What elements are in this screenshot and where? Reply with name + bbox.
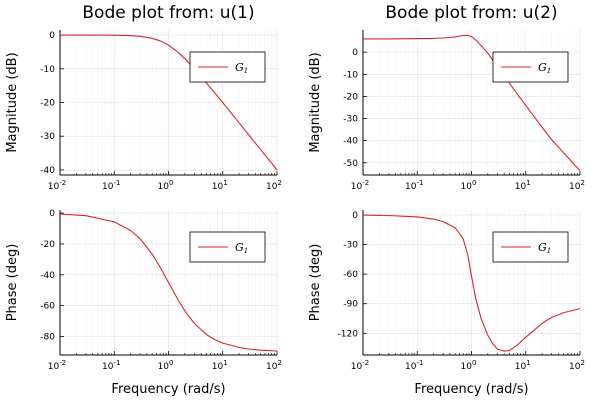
y-tick-label: -60: [343, 270, 358, 280]
y-tick-label: -20: [40, 240, 55, 250]
chart-title: Bode plot from: u(2): [385, 3, 557, 23]
x-tick-label: 10-2: [48, 179, 66, 192]
y-tick-label: -90: [343, 300, 358, 310]
x-tick-label: 100: [158, 359, 174, 372]
x-tick-label: 101: [515, 179, 531, 192]
x-tick-label: 102: [266, 179, 282, 192]
x-tick-label: 102: [569, 179, 585, 192]
x-tick-label: 10-1: [102, 179, 120, 192]
y-tick-label: -80: [40, 332, 55, 342]
y-tick-label: -40: [40, 166, 55, 176]
chart-title: Bode plot from: u(1): [82, 3, 254, 23]
legend-label: G1: [235, 241, 248, 255]
panel-1: 10-2 10-1 100 101 102 0 -10 -20 -30 -40 Bode plot …: [5, 3, 282, 192]
y-tick-label: -50: [343, 159, 358, 169]
y-tick-label: -20: [40, 99, 55, 109]
x-tick-label: 10-2: [351, 359, 369, 372]
x-tick-label: 102: [266, 359, 282, 372]
y-axis-label: Phase (deg): [308, 244, 323, 322]
x-tick-label: 10-1: [405, 359, 423, 372]
panel-2: 10-2 10-1 100 101 102 0 -10 -20 -30 -40 -50 Bode pl…: [308, 3, 585, 192]
y-tick-label: 0: [49, 31, 55, 41]
y-tick-label: -40: [40, 271, 55, 281]
y-tick-label: 0: [352, 211, 358, 221]
y-axis-label: Magnitude (dB): [308, 52, 323, 152]
y-tick-label: -20: [343, 92, 358, 102]
y-tick-label: -30: [343, 115, 358, 125]
y-axis-label: Magnitude (dB): [5, 52, 20, 152]
y-tick-label: -10: [40, 65, 55, 75]
series-line-G1: [363, 34, 581, 171]
x-tick-label: 101: [212, 179, 228, 192]
panel-3: 10-2 10-1 100 101 102 0 -20 -40 -60 -80 Phase (deg…: [5, 209, 282, 397]
x-axis-label: Frequency (rad/s): [414, 382, 528, 397]
panel-4: 10-2 10-1 100 101 102 0 -30 -60 -90 -120 Phase (de…: [308, 210, 585, 397]
y-tick-label: -30: [40, 132, 55, 142]
y-tick-label: -60: [40, 302, 55, 312]
y-tick-label: 0: [49, 209, 55, 219]
x-tick-label: 10-1: [405, 179, 423, 192]
y-tick-label: -30: [343, 241, 358, 251]
series-line-G1: [59, 213, 278, 352]
x-axis-label: Frequency (rad/s): [111, 382, 225, 397]
y-tick-label: 0: [352, 48, 358, 58]
legend: G1: [189, 231, 266, 263]
x-tick-label: 10-2: [48, 359, 66, 372]
x-tick-label: 102: [569, 359, 585, 372]
legend-label: G1: [538, 241, 551, 255]
legend-label: G1: [235, 61, 248, 75]
x-tick-label: 101: [212, 359, 228, 372]
x-tick-label: 10-1: [102, 359, 120, 372]
legend: G1: [492, 231, 569, 263]
y-tick-label: -40: [343, 137, 358, 147]
series-line-G1: [60, 34, 278, 171]
y-axis-label: Phase (deg): [5, 244, 20, 322]
x-tick-label: 10-2: [351, 179, 369, 192]
legend-label: G1: [538, 61, 551, 75]
x-tick-label: 100: [461, 359, 477, 372]
x-tick-label: 100: [158, 179, 174, 192]
x-tick-label: 101: [515, 359, 531, 372]
y-tick-label: -120: [338, 329, 359, 339]
legend: G1: [492, 51, 569, 83]
legend: G1: [189, 51, 266, 83]
series-line-G1: [362, 214, 581, 352]
y-tick-label: -10: [343, 70, 358, 80]
x-tick-label: 100: [461, 179, 477, 192]
